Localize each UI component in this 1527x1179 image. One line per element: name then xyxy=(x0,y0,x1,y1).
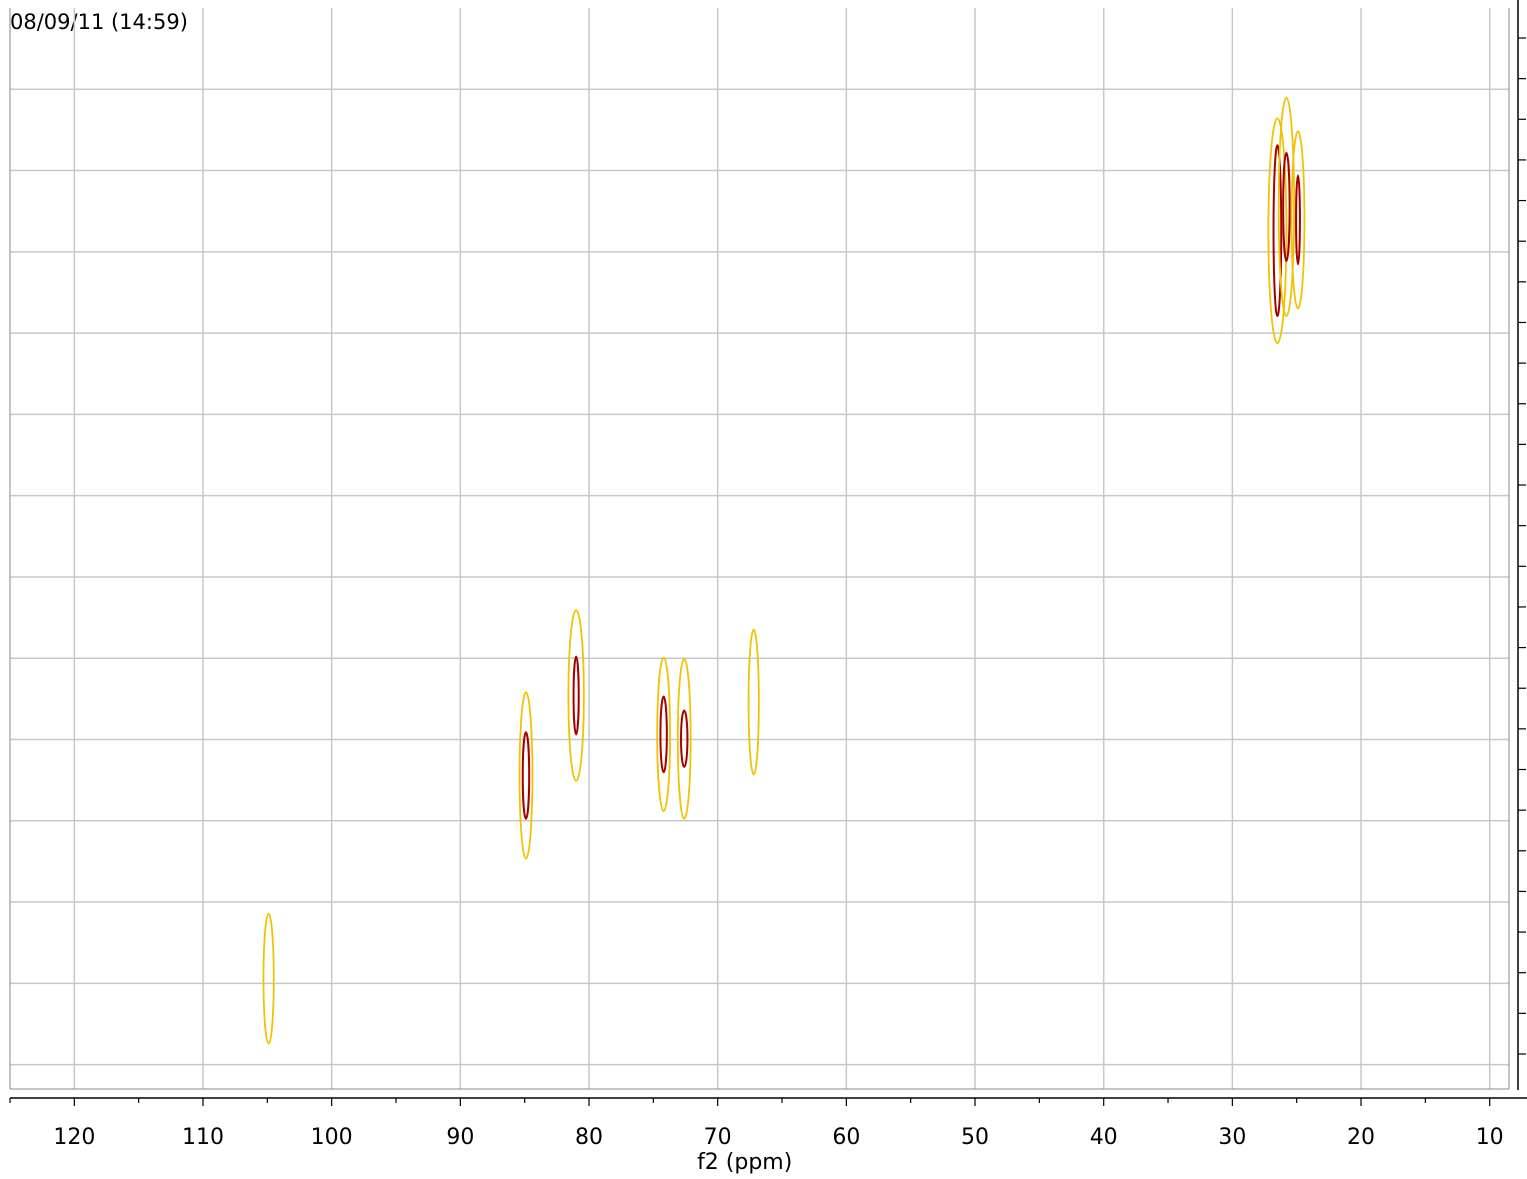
x-tick-label: 80 xyxy=(575,1125,603,1150)
peak-inner-contour xyxy=(572,655,580,736)
peak-outer-contour xyxy=(747,628,760,776)
x-tick-label: 70 xyxy=(704,1125,732,1150)
peak-inner-contour xyxy=(1295,174,1301,266)
peak-outer-contour xyxy=(676,657,692,820)
x-axis-label: f2 (ppm) xyxy=(697,1150,792,1175)
x-tick-label: 40 xyxy=(1090,1125,1118,1150)
plot-frame xyxy=(9,8,1510,1090)
x-tick-label: 10 xyxy=(1476,1125,1504,1150)
y-axis xyxy=(1517,0,1526,1090)
peak-outer-contour xyxy=(262,912,275,1045)
peak-inner-contour xyxy=(1272,144,1283,318)
peak-outer-contour xyxy=(1290,130,1306,310)
x-axis: 120 110 100 90 80 70 60 50 40 30 20 10 xyxy=(9,1097,1527,1150)
peak-outer-contour xyxy=(518,691,534,860)
x-tick-label: 20 xyxy=(1347,1125,1375,1150)
x-tick-label: 100 xyxy=(311,1125,353,1150)
x-tick-label: 30 xyxy=(1218,1125,1246,1150)
peak-outer-contour xyxy=(656,656,671,813)
cross-peaks xyxy=(262,96,1306,1045)
x-tick-label: 50 xyxy=(961,1125,989,1150)
peak-inner-contour xyxy=(521,731,531,820)
peak-outer-contour xyxy=(1267,117,1288,345)
x-tick-label: 90 xyxy=(446,1125,474,1150)
grid-lines xyxy=(10,8,1509,1089)
peak-outer-contour xyxy=(567,609,585,782)
peak-inner-contour xyxy=(680,709,689,768)
x-tick-label: 60 xyxy=(832,1125,860,1150)
peak-inner-contour xyxy=(1282,151,1291,262)
timestamp-label: 08/09/11 (14:59) xyxy=(10,10,188,34)
x-tick-label: 110 xyxy=(182,1125,224,1150)
x-tick-label: 120 xyxy=(53,1125,95,1150)
peak-inner-contour xyxy=(659,695,668,774)
peak-outer-contour xyxy=(1277,96,1296,317)
